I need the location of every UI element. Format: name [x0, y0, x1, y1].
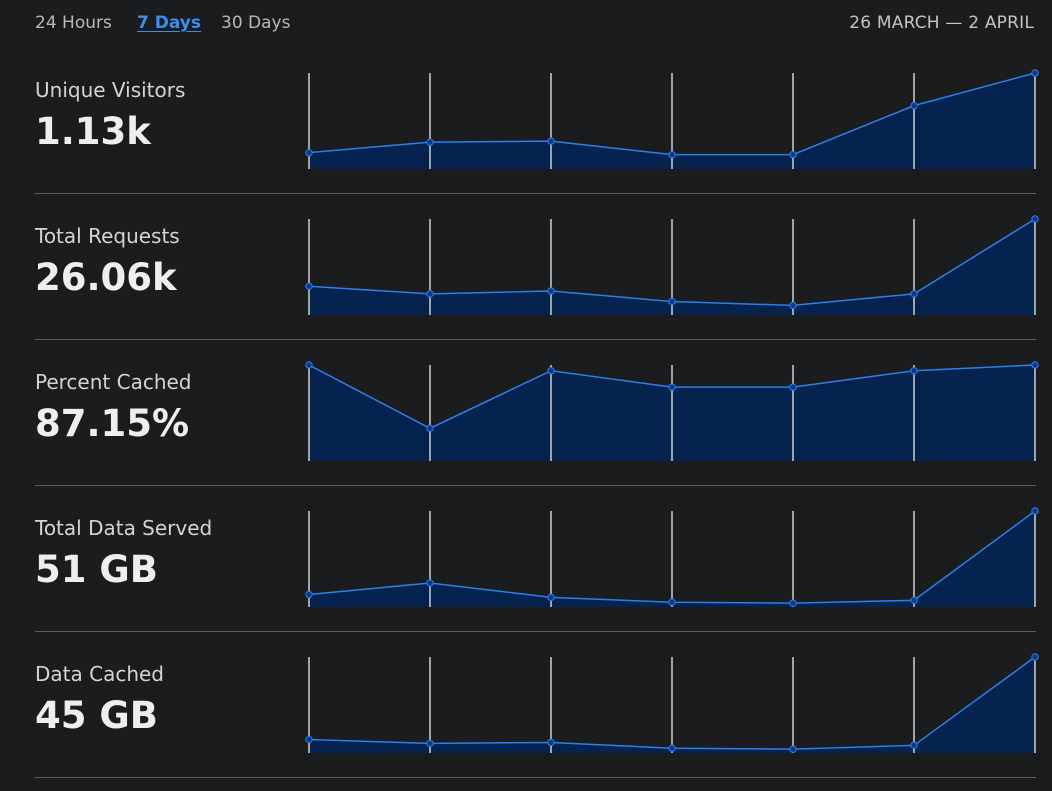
metric-value: 87.15% [35, 402, 190, 445]
sparkline-point[interactable] [426, 739, 434, 748]
row-divider [35, 193, 1036, 194]
date-range-label: 26 MARCH — 2 APRIL [849, 13, 1034, 33]
row-divider [35, 631, 1036, 632]
sparkline-point[interactable] [910, 741, 918, 750]
row-divider [35, 339, 1036, 340]
sparkline-point[interactable] [1031, 215, 1039, 223]
metrics-list: Unique Visitors 1.13k Total Requests 26.… [0, 48, 1052, 778]
sparkline-point[interactable] [668, 150, 676, 159]
sparkline-point[interactable] [1031, 361, 1039, 369]
sparkline-point[interactable] [668, 744, 676, 752]
sparkline-point[interactable] [547, 137, 555, 145]
metric-total-requests: Total Requests 26.06k [0, 194, 1052, 340]
sparkline-point[interactable] [910, 290, 918, 298]
unique-visitors-sparkline [305, 69, 1039, 169]
sparkline-point[interactable] [1031, 69, 1039, 77]
sparkline-area [309, 219, 1035, 315]
metric-label: Percent Cached [35, 370, 192, 394]
sparkline-point[interactable] [789, 383, 797, 391]
tab-24-hours[interactable]: 24 Hours [35, 13, 112, 33]
sparkline-point[interactable] [305, 361, 313, 369]
metric-percent-cached: Percent Cached 87.15% [0, 340, 1052, 486]
metric-value: 26.06k [35, 256, 177, 299]
sparkline-point[interactable] [547, 738, 555, 747]
sparkline-point[interactable] [426, 424, 434, 433]
total-requests-sparkline [305, 215, 1039, 315]
sparkline-point[interactable] [426, 579, 434, 587]
sparkline-point[interactable] [668, 383, 676, 391]
sparkline-point[interactable] [305, 148, 313, 157]
metric-value: 1.13k [35, 110, 151, 153]
sparkline-point[interactable] [547, 287, 555, 295]
sparkline-area [309, 511, 1035, 607]
metric-label: Data Cached [35, 662, 165, 686]
metric-label: Total Data Served [35, 516, 213, 540]
data-cached-sparkline [305, 653, 1039, 753]
sparkline-area [309, 73, 1035, 169]
sparkline-point[interactable] [305, 282, 313, 290]
row-divider [35, 485, 1036, 486]
sparkline-point[interactable] [305, 735, 313, 744]
total-data-served-sparkline [305, 507, 1039, 607]
tab-30-days[interactable]: 30 Days [221, 13, 291, 33]
sparkline-point[interactable] [668, 297, 676, 306]
sparkline-point[interactable] [789, 745, 797, 753]
time-range-bar: 24 Hours 7 Days 30 Days 26 MARCH — 2 APR… [0, 0, 1052, 48]
metric-label: Unique Visitors [35, 78, 186, 102]
metric-label: Total Requests [35, 224, 180, 248]
sparkline-point[interactable] [426, 138, 434, 146]
metric-value: 51 GB [35, 548, 158, 591]
sparkline-point[interactable] [547, 367, 555, 375]
sparkline-point[interactable] [789, 150, 797, 159]
sparkline-point[interactable] [1031, 653, 1039, 661]
metric-total-data-served: Total Data Served 51 GB [0, 486, 1052, 632]
sparkline-point[interactable] [426, 290, 434, 298]
sparkline-point[interactable] [789, 301, 797, 310]
sparkline-point[interactable] [547, 593, 555, 602]
percent-cached-sparkline [305, 361, 1039, 461]
metric-value: 45 GB [35, 694, 158, 737]
row-divider [35, 777, 1036, 778]
tab-7-days[interactable]: 7 Days [137, 13, 202, 33]
sparkline-point[interactable] [789, 599, 797, 607]
sparkline-point[interactable] [305, 590, 313, 599]
sparkline-point[interactable] [910, 101, 918, 110]
sparkline-area [309, 657, 1035, 753]
sparkline-point[interactable] [668, 598, 676, 606]
sparkline-point[interactable] [1031, 507, 1039, 515]
sparkline-point[interactable] [910, 367, 918, 375]
sparkline-point[interactable] [910, 596, 918, 604]
metric-data-cached: Data Cached 45 GB [0, 632, 1052, 778]
metric-unique-visitors: Unique Visitors 1.13k [0, 48, 1052, 194]
